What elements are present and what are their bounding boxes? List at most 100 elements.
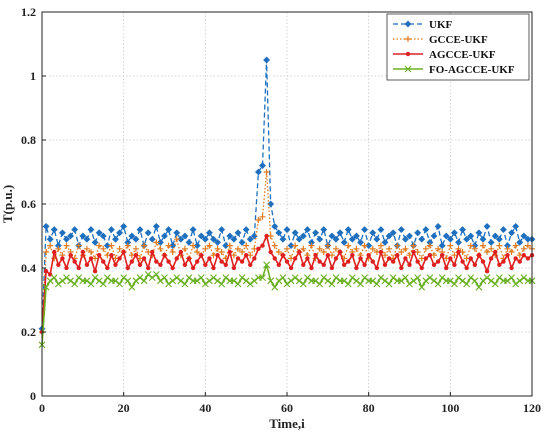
series-agcce-ukf xyxy=(39,233,535,335)
data-point xyxy=(103,274,111,281)
data-point xyxy=(218,226,226,234)
legend-entry: FO-AGCCE-UKF xyxy=(393,64,515,76)
data-point xyxy=(324,277,332,285)
data-point xyxy=(499,226,507,234)
legend: UKF GCCE-UKF AGCCE-UKF FO-AGCCE-UKF xyxy=(386,13,530,81)
data-point xyxy=(369,277,377,285)
data-point xyxy=(517,259,522,264)
data-point xyxy=(121,249,126,255)
y-axis-label: T(p.u.) xyxy=(0,185,15,223)
data-point xyxy=(242,277,250,285)
data-point xyxy=(516,238,524,246)
data-point xyxy=(154,259,159,264)
data-point xyxy=(340,277,348,285)
data-point xyxy=(267,200,275,208)
data-point xyxy=(63,242,70,249)
data-point xyxy=(471,277,479,285)
data-point xyxy=(430,232,438,240)
data-point xyxy=(312,229,320,237)
data-point xyxy=(464,265,469,271)
data-point xyxy=(398,249,405,255)
data-point xyxy=(463,235,471,243)
data-point xyxy=(385,280,393,288)
y-tick-label: 0.4 xyxy=(21,261,36,275)
data-point xyxy=(362,262,367,267)
data-point xyxy=(128,232,136,240)
data-point xyxy=(112,277,119,285)
data-point xyxy=(100,245,107,252)
data-point xyxy=(246,280,254,288)
data-point xyxy=(475,283,483,291)
data-point xyxy=(361,274,368,281)
data-point xyxy=(328,232,336,240)
data-point xyxy=(128,283,136,291)
data-point xyxy=(185,238,193,246)
x-tick-label: 20 xyxy=(118,401,130,415)
data-point xyxy=(361,242,368,249)
y-tick-label: 0.8 xyxy=(21,133,36,147)
data-point xyxy=(132,245,139,252)
data-point xyxy=(46,277,54,285)
data-point xyxy=(47,272,53,277)
data-point xyxy=(275,277,283,285)
data-point xyxy=(403,256,408,261)
data-point xyxy=(230,277,238,285)
data-point xyxy=(223,262,228,267)
x-tick-label: 40 xyxy=(199,401,211,415)
data-point xyxy=(95,229,103,237)
data-point xyxy=(246,235,254,243)
data-point xyxy=(316,280,324,288)
data-point xyxy=(87,226,95,234)
data-point xyxy=(117,256,122,261)
data-point xyxy=(116,229,124,237)
data-point xyxy=(165,242,172,249)
data-point xyxy=(43,269,49,274)
data-point xyxy=(448,256,453,261)
data-point xyxy=(377,242,384,249)
grid xyxy=(41,11,533,397)
data-point xyxy=(136,226,144,234)
data-point xyxy=(275,249,282,255)
data-point xyxy=(402,274,409,281)
data-point xyxy=(435,259,441,264)
data-point xyxy=(248,262,253,267)
axis-ticks: 0 20 40 60 80 100 120 0 0.2 0.4 0.6 0.8 1 1.2 xyxy=(21,5,541,415)
data-point xyxy=(125,265,130,271)
data-point xyxy=(366,253,371,258)
data-point xyxy=(222,242,230,250)
data-point xyxy=(194,259,200,264)
data-point xyxy=(252,256,257,261)
legend-label: GCCE-UKF xyxy=(429,34,488,46)
data-point xyxy=(434,222,442,230)
y-tick-label: 0 xyxy=(30,389,36,403)
data-point xyxy=(333,245,339,252)
data-point xyxy=(67,232,75,240)
data-point xyxy=(378,249,384,255)
data-point xyxy=(148,274,156,281)
data-point xyxy=(120,274,128,281)
legend-entry: GCCE-UKF xyxy=(393,34,488,46)
data-point xyxy=(238,238,246,246)
data-point xyxy=(243,253,249,258)
data-point xyxy=(475,229,483,237)
data-point xyxy=(438,274,446,281)
data-point xyxy=(350,253,355,258)
data-point xyxy=(243,242,250,249)
data-point xyxy=(161,274,168,281)
data-point xyxy=(504,277,511,285)
data-point xyxy=(203,262,208,267)
data-point xyxy=(271,222,279,230)
data-point xyxy=(64,265,69,271)
data-point xyxy=(352,232,360,240)
data-point xyxy=(56,262,61,267)
data-point xyxy=(124,242,131,249)
data-point xyxy=(377,226,385,234)
data-point xyxy=(96,242,103,249)
data-point xyxy=(320,274,328,281)
data-point xyxy=(291,274,299,281)
data-point xyxy=(357,238,364,246)
data-point xyxy=(67,277,74,285)
data-point xyxy=(268,249,273,255)
data-point xyxy=(161,232,168,240)
data-point xyxy=(218,249,225,255)
